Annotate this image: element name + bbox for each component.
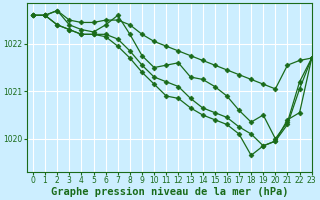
X-axis label: Graphe pression niveau de la mer (hPa): Graphe pression niveau de la mer (hPa) [51,186,288,197]
